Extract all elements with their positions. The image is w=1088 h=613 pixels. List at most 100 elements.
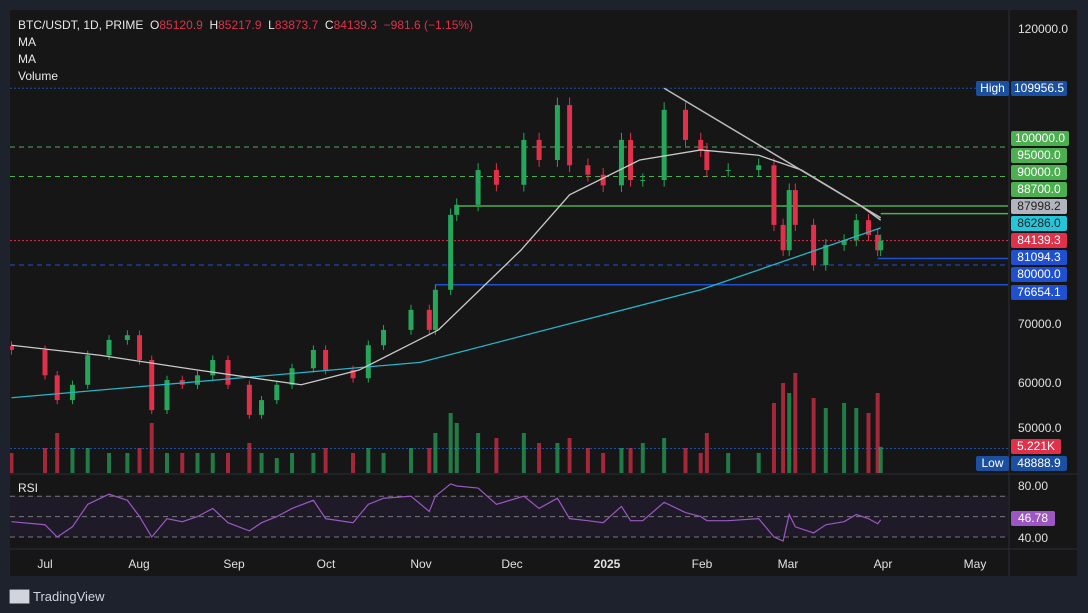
level-lines <box>10 87 1008 450</box>
candle-body <box>823 244 829 265</box>
candle-body <box>124 335 130 340</box>
candle-body <box>274 384 280 401</box>
price-tag-ma-long: 86286.0 <box>1011 216 1067 231</box>
candle-body <box>841 240 847 245</box>
volume-bar <box>311 453 316 473</box>
high-marker-label: High <box>976 81 1009 96</box>
volume-bar <box>781 383 786 473</box>
volume-bar <box>787 393 792 473</box>
candle-body <box>365 345 371 379</box>
low-value: 83873.7 <box>274 18 319 32</box>
symbol-title[interactable]: BTC/USDT, 1D, PRIME <box>18 18 144 32</box>
volume-bar <box>454 423 459 473</box>
candle-body <box>585 165 591 175</box>
open-value: 85120.9 <box>159 18 203 32</box>
rsi-tick: 40.00 <box>1018 531 1049 545</box>
volume-bar <box>226 453 230 473</box>
candle-body <box>426 309 432 330</box>
volume-bar <box>409 448 413 473</box>
volume-bar <box>698 453 703 473</box>
candle-body <box>475 170 481 205</box>
candle-body <box>289 368 295 385</box>
rsi-pane <box>10 483 1008 542</box>
volume-bar <box>476 433 481 473</box>
volume-bar <box>628 448 633 473</box>
candle-body <box>323 349 329 371</box>
high-value: 85217.9 <box>218 18 262 32</box>
rsi-line <box>11 483 882 542</box>
low-label: L <box>268 18 275 32</box>
close-label: C <box>324 18 334 32</box>
volume-bar <box>619 448 624 473</box>
volume-bar <box>55 433 60 473</box>
candles <box>10 97 884 419</box>
candle-body <box>454 204 460 215</box>
volume-bar <box>640 443 645 473</box>
candle-body <box>628 139 634 181</box>
time-tick: Aug <box>128 557 150 571</box>
volume-bar <box>585 448 590 473</box>
candle-body <box>786 190 792 251</box>
rsi-title[interactable]: RSI <box>18 481 39 495</box>
low-marker-label: Low <box>976 456 1009 471</box>
candle-body <box>164 380 170 411</box>
trendline <box>663 87 882 219</box>
indicator-volume[interactable]: Volume <box>18 69 59 83</box>
candle-body <box>661 109 667 181</box>
candle-body <box>493 170 499 185</box>
volume-bar <box>662 438 667 473</box>
close-value: 84139.3 <box>333 18 377 32</box>
candle-body <box>350 370 356 379</box>
price-tag-90000: 90000.0 <box>1011 165 1067 180</box>
volume-bar <box>433 433 438 473</box>
ma-long-line <box>11 227 881 399</box>
brand-name: TradingView <box>33 588 105 604</box>
volume-bar <box>756 453 761 473</box>
volume-bar <box>601 453 606 473</box>
volume-bar <box>854 408 859 473</box>
volume-bar <box>165 453 169 473</box>
candle-body <box>85 355 91 385</box>
tradingview-logo[interactable]: ▇▇ TradingView <box>10 588 105 604</box>
volume-bar <box>866 413 871 473</box>
open-label: O <box>150 18 160 32</box>
indicator-ma-2[interactable]: MA <box>18 52 36 66</box>
candle-body <box>640 180 646 182</box>
volume-bar <box>210 453 215 473</box>
candle-body <box>246 384 252 415</box>
volume-bar <box>149 423 154 473</box>
indicator-ma-1[interactable]: MA <box>18 35 36 49</box>
volume-bar <box>323 448 328 473</box>
tradingview-logo-icon: ▇▇ <box>10 588 29 603</box>
volume-bar <box>366 448 371 473</box>
time-tick-year: 2025 <box>593 557 621 571</box>
chart-background <box>10 10 1077 576</box>
price-tag-100000: 100000.0 <box>1011 131 1069 146</box>
high-value-tag: 109956.5 <box>1011 81 1067 96</box>
time-tick: Sep <box>223 557 245 571</box>
volume-bar <box>842 403 847 473</box>
volume-bar <box>247 443 252 473</box>
candle-body <box>780 224 786 251</box>
rsi-value-tag: 46.78 <box>1011 511 1055 526</box>
change-value: −981.6 (−1.15%) <box>383 18 474 32</box>
candle-body <box>878 240 884 251</box>
candle-body <box>618 139 624 186</box>
volume-bar <box>107 453 112 473</box>
candle-body <box>381 329 387 346</box>
volume-bar <box>290 453 295 473</box>
candle-body <box>54 375 60 401</box>
volume-bar <box>448 413 453 473</box>
volume-bar <box>351 453 356 473</box>
price-tick: 70000.0 <box>1018 317 1062 331</box>
candle-body <box>225 359 231 385</box>
symbol-legend: BTC/USDT, 1D, PRIME O85120.9 H85217.9 L8… <box>18 18 473 32</box>
volume-bar <box>381 453 386 473</box>
candle-body <box>792 190 798 225</box>
volume-bar <box>555 443 560 473</box>
volume-tag: 5.221K <box>1011 439 1061 454</box>
candle-body <box>521 139 527 185</box>
volume-bar <box>259 453 264 473</box>
candle-body <box>875 234 881 251</box>
